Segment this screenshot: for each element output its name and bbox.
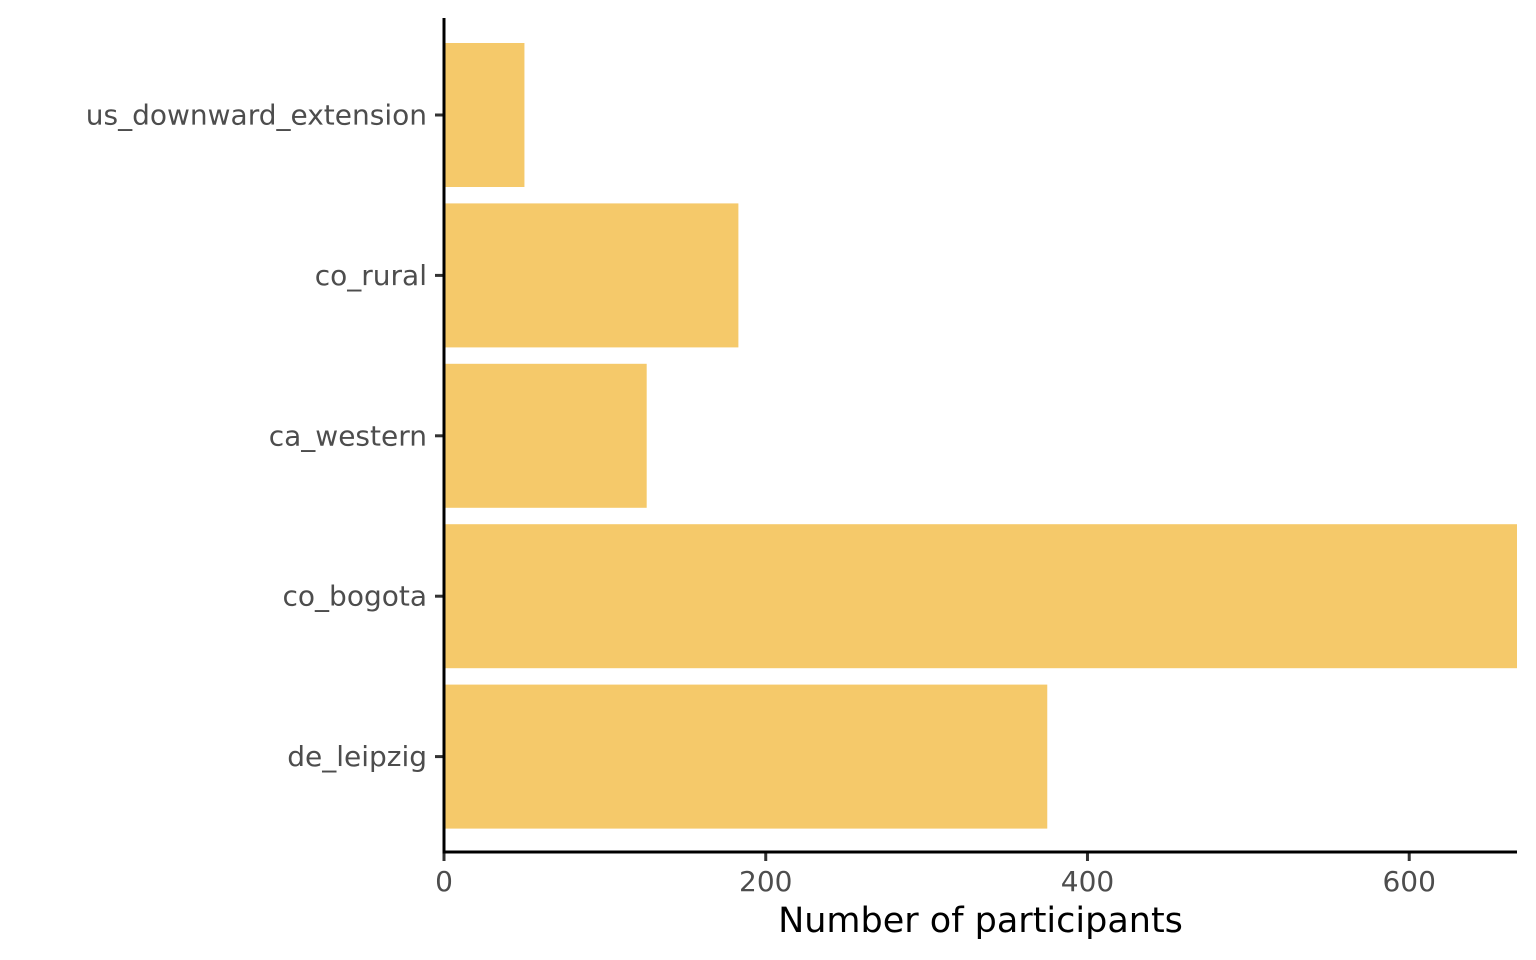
x-tick-label: 200 bbox=[739, 865, 792, 898]
x-axis-ticks: 0 200 400 600 bbox=[435, 852, 1436, 898]
y-tick-label: us_downward_extension bbox=[86, 99, 427, 132]
y-tick-label: co_rural bbox=[315, 259, 427, 292]
y-tick-label: co_bogota bbox=[283, 580, 427, 613]
bar-de_leipzig bbox=[444, 684, 1048, 829]
bars-group bbox=[444, 43, 1517, 829]
x-axis-title: Number of participants bbox=[778, 901, 1183, 941]
bar-us_downward_extension bbox=[444, 43, 525, 187]
x-tick-label: 600 bbox=[1382, 865, 1435, 898]
x-tick-label: 0 bbox=[435, 865, 453, 898]
bar-co_rural bbox=[444, 203, 739, 348]
x-tick-label: 400 bbox=[1061, 865, 1114, 898]
y-axis-ticks: us_downward_extension co_rural ca_westernc… bbox=[86, 99, 444, 773]
bar-co_bogota bbox=[444, 524, 1517, 669]
y-tick-label: ca_western bbox=[269, 419, 427, 452]
bar-ca_western bbox=[444, 363, 647, 508]
y-tick-label: de_leipzig bbox=[287, 740, 427, 773]
